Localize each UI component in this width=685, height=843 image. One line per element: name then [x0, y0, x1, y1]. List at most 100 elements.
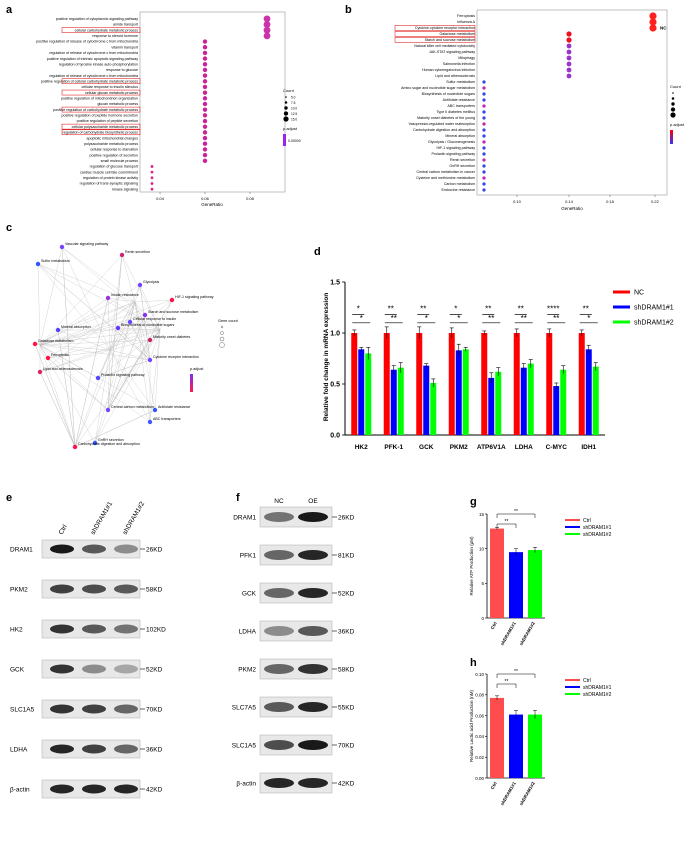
- blot-lane-label: shDRAM1#1: [90, 500, 115, 536]
- c-edge: [109, 254, 123, 351]
- b-term-label: Prolactin signaling pathway: [431, 152, 475, 156]
- small-ylabel: Relative Lactic acid Production (nM): [469, 689, 474, 762]
- c-edge: [39, 371, 76, 448]
- blot-kd-label: 81KD: [338, 553, 355, 560]
- c-legend-dot: [219, 336, 225, 342]
- a-term-label: positive regulation of intrinsic apoptot…: [47, 57, 138, 61]
- a-term-highlight: [61, 27, 141, 33]
- b-dot: [482, 188, 486, 192]
- western-blot-e: Ctrl shDRAM1#1 shDRAM1#2 DRAM1 26KD PKM2 58KD…: [10, 500, 166, 799]
- blot-lane-label: OE: [308, 498, 318, 505]
- c-edge: [107, 329, 161, 411]
- b-term-label: Cytokine-cytokine receptor interaction: [415, 26, 475, 30]
- d-category-label: PKM2: [450, 444, 468, 451]
- small-category-label: shDRAM1#1: [499, 781, 517, 807]
- b-dot: [482, 152, 486, 156]
- a-dot: [202, 147, 208, 152]
- a-term-label: positive regulation of cellular carbohyd…: [41, 79, 138, 83]
- b-term-highlight: [394, 37, 476, 43]
- c-node: [152, 407, 158, 413]
- c-node-label: HIF-1 signaling pathway: [175, 295, 214, 299]
- blot-kd-label: 42KD: [146, 787, 163, 794]
- a-term-highlight: [61, 78, 141, 84]
- a-term-highlight: [61, 106, 141, 113]
- d-sig-bottom: **: [521, 314, 527, 323]
- c-node-label: Vascular signaling pathway: [65, 242, 108, 246]
- c-edge: [74, 301, 136, 448]
- a-dot: [202, 84, 208, 90]
- c-edge: [94, 409, 109, 444]
- c-node: [105, 407, 111, 413]
- c-edge: [47, 301, 136, 359]
- c-node-label: Prolactin signaling pathway: [101, 373, 145, 377]
- blot-band: [82, 744, 106, 754]
- b-dot: [482, 140, 486, 144]
- c-edge: [109, 321, 131, 351]
- b-dot: [482, 128, 486, 132]
- a-legend-value: 5.0: [291, 95, 296, 99]
- a-dot: [202, 67, 208, 73]
- b-dot: [482, 158, 486, 162]
- b-term-label: Ferroptosis: [457, 14, 475, 18]
- c-edge: [57, 329, 76, 448]
- blot-protein-label: LDHA: [239, 629, 257, 636]
- d-bar: [397, 367, 404, 435]
- c-legend-padj: p.adjust: [190, 367, 204, 371]
- c-node-label: Cytokine receptor interaction: [153, 355, 199, 359]
- c-edge: [134, 301, 151, 361]
- a-legend-dot: [283, 111, 289, 116]
- d-category-label: LDHA: [515, 444, 533, 451]
- c-node-label: GnRH secretion: [98, 438, 124, 442]
- blot-kd-label: 52KD: [146, 667, 163, 674]
- small-legend-label: shDRAM1#2: [583, 692, 612, 698]
- blot-band: [264, 664, 294, 674]
- a-term-label: amide transport: [113, 23, 138, 27]
- d-bar: [560, 369, 567, 435]
- a-term-label: positive regulation of cytoplasmic signa…: [56, 17, 139, 21]
- c-edge: [107, 301, 136, 411]
- blot-lane-label: shDRAM1#2: [122, 500, 147, 536]
- blot-kd-label: 36KD: [146, 747, 163, 754]
- b-term-label: Galactose metabolism: [439, 32, 475, 36]
- d-ytick-label: 0.5: [330, 382, 340, 389]
- c-edge: [39, 344, 151, 361]
- a-term-label: response to glucose: [106, 68, 138, 72]
- small-sig-bracket: [496, 523, 517, 528]
- a-dot: [202, 62, 208, 67]
- small-ytick-label: 0.10: [475, 672, 484, 677]
- blot-band: [82, 664, 106, 674]
- blot-band: [114, 784, 138, 794]
- b-dot: [482, 134, 486, 138]
- blot-kd-label: 58KD: [338, 667, 355, 674]
- c-node-label: Mineral absorption: [61, 325, 91, 329]
- b-dot: [482, 116, 486, 120]
- a-dot: [202, 118, 208, 124]
- b-dot: [482, 170, 486, 174]
- blot-band: [298, 702, 328, 712]
- small-sig-bracket: [496, 673, 536, 678]
- b-term-highlight: [394, 25, 476, 31]
- c-edge: [47, 357, 109, 411]
- panel-label-g: g: [470, 496, 477, 508]
- c-edge: [74, 297, 109, 448]
- b-term-label: GnRH secretion: [449, 164, 475, 168]
- a-dot: [202, 56, 208, 61]
- b-term-label: HIF-1 signaling pathway: [436, 146, 475, 150]
- b-legend-count-title: Count: [670, 84, 682, 89]
- blot-protein-label: β-actin: [10, 787, 30, 794]
- a-dot: [202, 96, 208, 101]
- b-term-label: Natural killer cell mediated cytotoxicit…: [414, 44, 475, 48]
- blot-kd-label: 70KD: [146, 707, 163, 714]
- c-edge: [94, 349, 111, 444]
- b-dot: [482, 86, 486, 90]
- c-node-label: Antifolate resistance: [158, 405, 190, 409]
- c-node: [35, 261, 41, 267]
- a-dot: [202, 135, 208, 141]
- d-bar: [455, 350, 462, 435]
- d-category-label: HK2: [355, 444, 368, 451]
- b-dot: [482, 110, 486, 114]
- d-bar: [430, 382, 437, 435]
- panel-label-f: f: [236, 492, 240, 504]
- a-legend-value: 7.5: [291, 101, 296, 105]
- c-node-label: Renin secretion: [125, 250, 150, 254]
